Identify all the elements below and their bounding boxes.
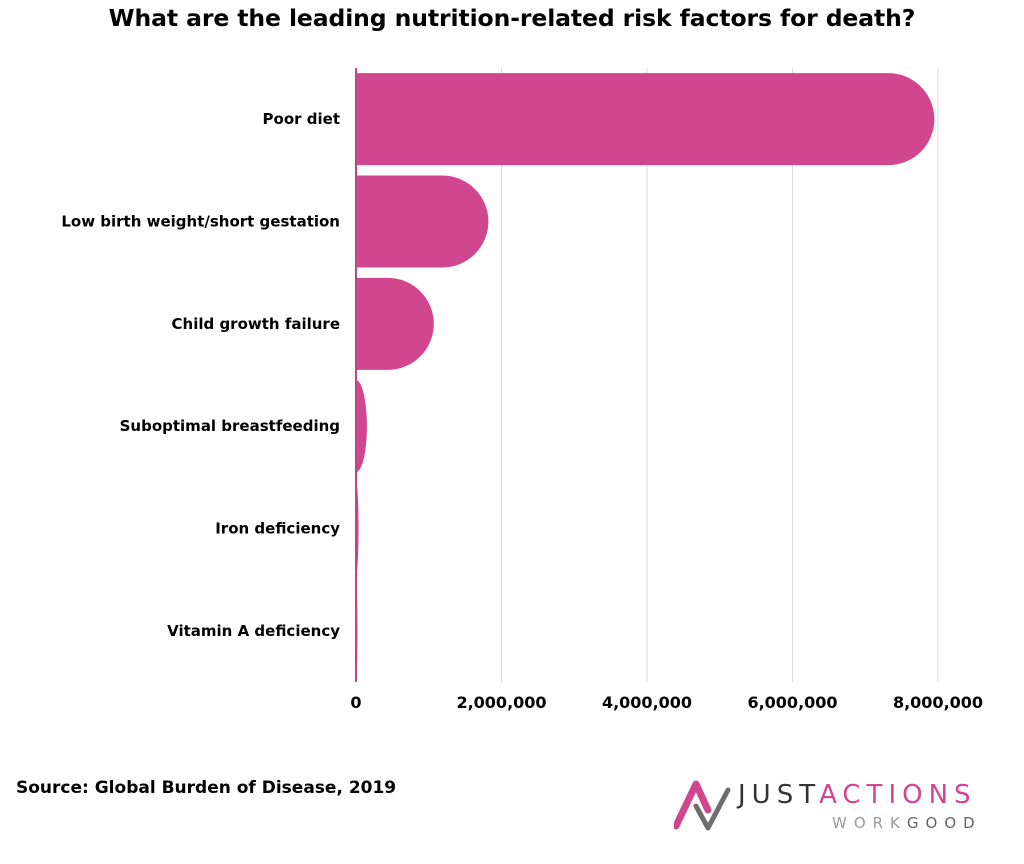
chart-title: What are the leading nutrition-related r… [108,4,916,32]
brand-actions: ACTIONS [819,780,977,810]
bar [356,380,367,473]
x-tick-label: 6,000,000 [747,693,837,712]
x-tick-label: 0 [350,693,361,712]
x-tick-label: 2,000,000 [456,693,546,712]
bars [356,73,935,677]
bar [356,73,935,166]
category-label: Vitamin A deficiency [167,622,340,640]
gridlines [501,68,939,682]
brand-good: GOOD [906,814,982,832]
category-labels: Poor diet Low birth weight/short gestatio… [61,110,340,640]
bar [356,175,489,268]
category-label: Suboptimal breastfeeding [120,417,340,435]
brand-logo: JUSTACTIONS WORKGOOD [674,776,1014,836]
bar-chart: Poor diet Low birth weight/short gestatio… [61,68,983,712]
x-tick-label: 4,000,000 [602,693,692,712]
logo-mark-icon [674,780,731,831]
brand-name: JUSTACTIONS [738,780,977,810]
bar [356,277,434,370]
x-tick-label: 8,000,000 [893,693,983,712]
brand-tagline: WORKGOOD [832,814,982,832]
category-label: Iron deficiency [215,520,340,538]
source-note: Source: Global Burden of Disease, 2019 [16,778,397,798]
category-label: Poor diet [263,110,340,128]
category-label: Low birth weight/short gestation [61,213,340,231]
category-label: Child growth failure [172,315,340,333]
brand-work: WORK [832,814,907,832]
x-tick-labels: 0 2,000,000 4,000,000 6,000,000 8,000,000 [350,693,983,712]
brand-just: JUST [738,780,820,810]
